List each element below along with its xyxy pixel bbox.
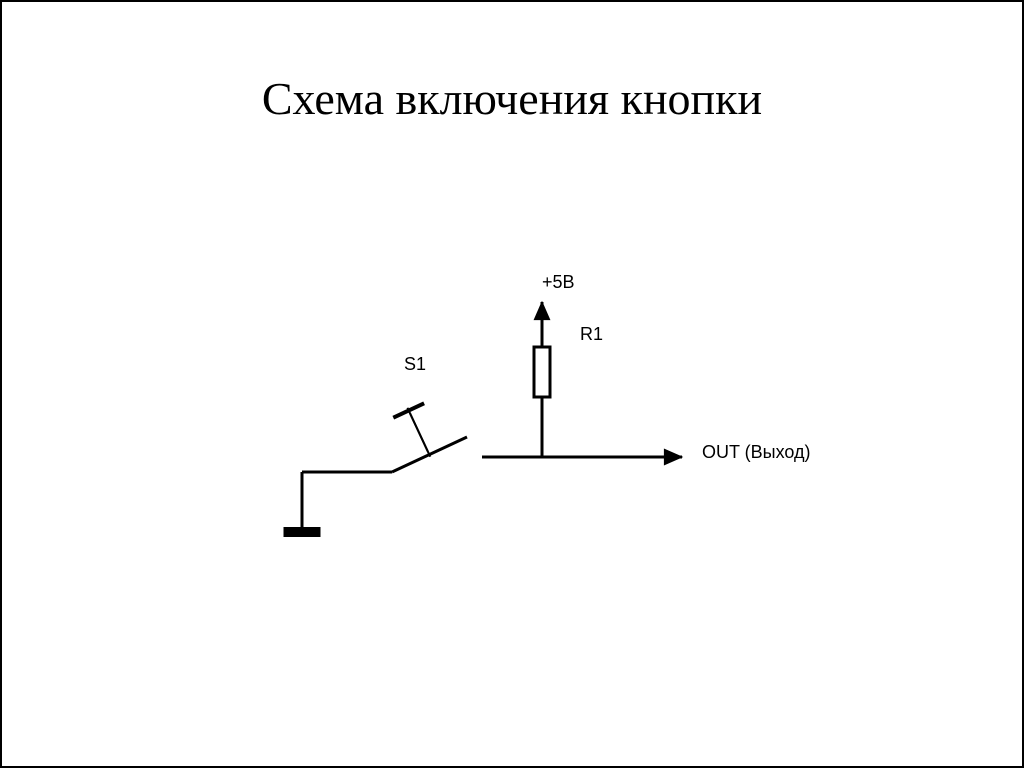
- label-resistor: R1: [580, 324, 603, 345]
- label-switch: S1: [404, 354, 426, 375]
- label-supply: +5В: [542, 272, 575, 293]
- label-output: OUT (Выход): [702, 442, 811, 463]
- circuit-diagram: [2, 2, 1024, 770]
- slide-frame: Схема включения кнопки +5В R1 S1 OUT (Вы…: [0, 0, 1024, 768]
